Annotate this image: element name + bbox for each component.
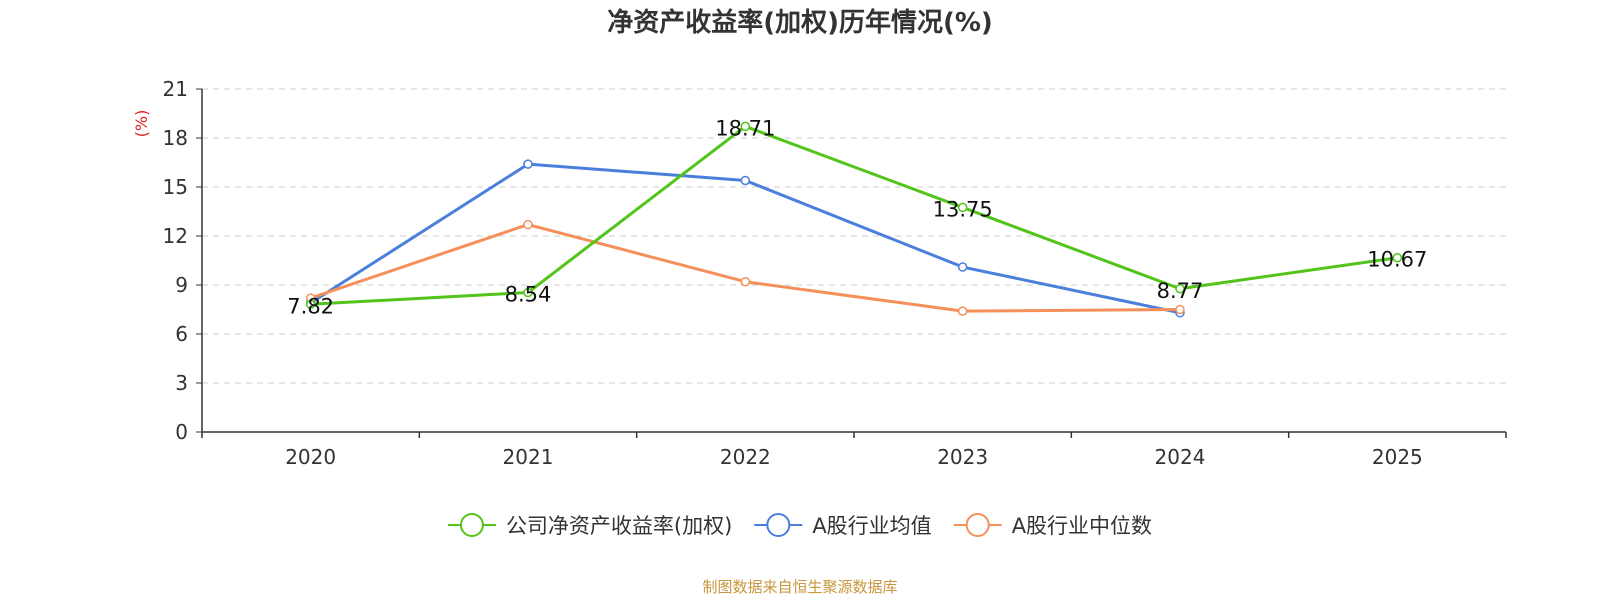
data-point: [1392, 252, 1403, 263]
x-tick-label: 2025: [1372, 445, 1423, 469]
legend-marker: [965, 513, 990, 537]
y-tick-label: 21: [163, 77, 188, 101]
y-tick-label: 0: [175, 420, 188, 444]
data-point: [957, 202, 968, 213]
x-tick-label: 2021: [503, 445, 554, 469]
legend-label: 公司净资产收益率(加权): [506, 514, 732, 538]
data-point: [523, 159, 533, 169]
data-point: [740, 276, 751, 287]
data-point: [957, 262, 968, 272]
data-label: 18.71: [715, 116, 775, 140]
x-tick-label: 2022: [720, 445, 771, 469]
y-tick-label: 12: [163, 224, 188, 248]
data-point: [957, 306, 968, 316]
data-point: [740, 121, 751, 132]
data-point: [523, 287, 533, 298]
y-tick-label: 15: [163, 175, 188, 199]
data-label: 13.75: [933, 197, 993, 221]
data-label: 10.67: [1367, 248, 1427, 272]
legend-label: A股行业中位数: [1012, 514, 1152, 538]
series-line: [310, 124, 1398, 306]
data-label: 7.82: [287, 294, 334, 318]
y-axis-label: (%): [132, 110, 151, 138]
data-point: [523, 219, 533, 230]
y-tick-label: 18: [163, 126, 188, 150]
data-point: [305, 299, 316, 310]
data-point: [1175, 284, 1185, 294]
data-label: 8.54: [505, 283, 552, 307]
data-point: [740, 175, 751, 186]
chart-title: 净资产收益率(加权)历年情况(%): [607, 8, 993, 38]
data-point: [1175, 304, 1185, 315]
y-tick-label: 9: [175, 273, 188, 297]
x-tick-label: 2024: [1155, 445, 1206, 469]
x-tick-label: 2020: [285, 445, 336, 469]
legend-label: A股行业均值: [812, 514, 931, 538]
y-tick-label: 6: [175, 322, 188, 346]
data-label: 8.77: [1157, 279, 1204, 303]
legend-marker: [766, 513, 791, 537]
data-source-note: 制图数据来自恒生聚源数据库: [702, 578, 898, 596]
x-tick-label: 2023: [937, 445, 988, 469]
y-tick-label: 3: [175, 371, 188, 395]
legend-marker: [459, 513, 484, 537]
